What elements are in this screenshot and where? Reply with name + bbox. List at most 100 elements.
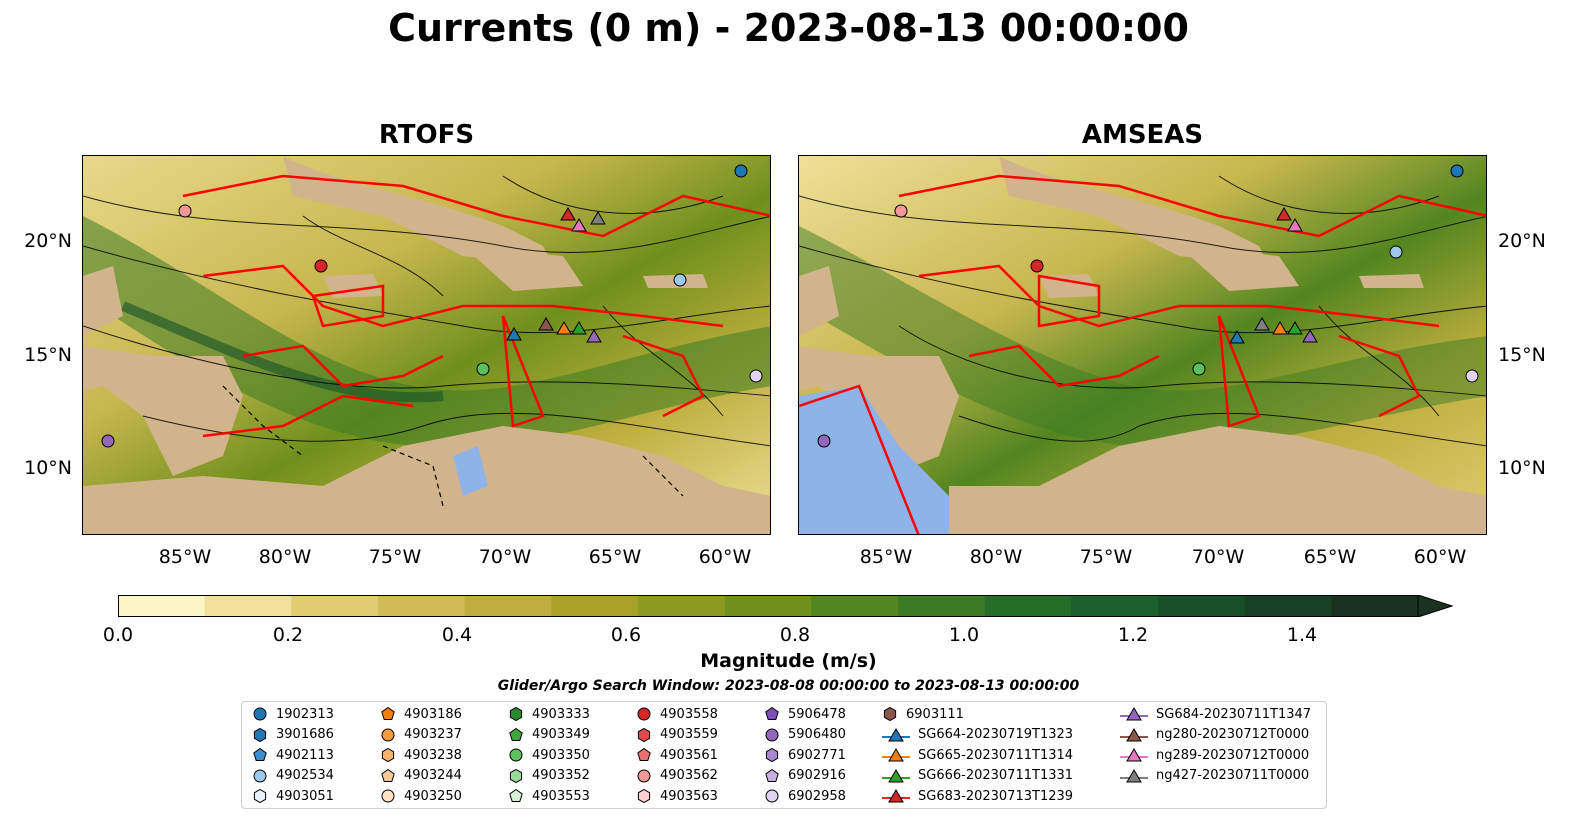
legend-item-label: 5906478 bbox=[788, 706, 846, 722]
colorbar-outline bbox=[118, 595, 1419, 617]
legend-item-label: 4903352 bbox=[532, 768, 590, 783]
legend-item-label: 4903553 bbox=[532, 788, 590, 804]
colorbar-graphic bbox=[118, 594, 1454, 618]
legend-item: ng427-20230711T0000 bbox=[1120, 766, 1309, 786]
lon-label-75w-right: 75°W bbox=[1079, 546, 1133, 568]
colorbar-segment bbox=[724, 595, 812, 617]
colorbar-segment bbox=[378, 595, 466, 617]
colorbar-segment bbox=[1071, 595, 1159, 617]
legend-item-label: SG664-20230719T1323 bbox=[918, 727, 1074, 742]
legend-item-label: 4903562 bbox=[660, 768, 718, 783]
panel-title-rtofs: RTOFS bbox=[378, 120, 475, 150]
figure-title: Currents (0 m) - 2023-08-13 00:00:00 bbox=[388, 6, 1189, 50]
legend-item: SG665-20230711T1314 bbox=[882, 745, 1073, 765]
search-window-text: Glider/Argo Search Window: 2023-08-08 00… bbox=[497, 678, 1080, 694]
colorbar-segment bbox=[291, 595, 379, 617]
legend-marker-icon bbox=[1120, 768, 1148, 782]
legend-item-label: 5906480 bbox=[788, 727, 846, 742]
legend-item-label: 3901686 bbox=[276, 727, 334, 742]
colorbar-tick: 0.8 bbox=[779, 624, 811, 646]
colorbar bbox=[118, 594, 1454, 618]
legend-item-label: ng280-20230712T0000 bbox=[1156, 727, 1310, 742]
legend-item: 3901686 bbox=[252, 725, 334, 745]
legend-item: SG666-20230711T1331 bbox=[882, 766, 1073, 786]
legend-item-label: 4902113 bbox=[276, 747, 334, 763]
legend-marker-icon bbox=[253, 727, 267, 742]
legend-item: 4902534 bbox=[252, 766, 334, 786]
legend-item-label: ng427-20230711T0000 bbox=[1156, 768, 1310, 783]
legend-marker-icon bbox=[765, 728, 779, 741]
lat-label-20n-right: 20°N bbox=[1498, 230, 1546, 252]
legend-item: 6902958 bbox=[764, 786, 846, 806]
legend-marker-icon bbox=[637, 788, 651, 804]
colorbar-segment bbox=[204, 595, 292, 617]
lon-label-75w-left: 75°W bbox=[368, 546, 422, 568]
legend-item: 4903051 bbox=[252, 786, 334, 806]
legend-item: 6903111 bbox=[882, 704, 964, 724]
colorbar-tick: 0.4 bbox=[441, 624, 473, 646]
colorbar-segment bbox=[1331, 595, 1419, 617]
legend-item: 4903333 bbox=[508, 704, 590, 724]
legend-marker-icon bbox=[1120, 707, 1148, 721]
legend-marker-icon bbox=[381, 706, 395, 720]
legend-item: 4903349 bbox=[508, 725, 590, 745]
legend-item: 1902313 bbox=[252, 704, 334, 724]
colorbar-segment bbox=[118, 595, 206, 617]
legend-marker-icon bbox=[883, 706, 897, 722]
legend-item: ng289-20230712T0000 bbox=[1120, 745, 1309, 765]
legend-marker-icon bbox=[509, 768, 523, 783]
legend-marker-icon bbox=[381, 768, 395, 782]
legend-item: 4903350 bbox=[508, 745, 590, 765]
legend-item-label: 4903333 bbox=[532, 706, 590, 722]
colorbar-tick: 1.0 bbox=[948, 624, 980, 646]
legend-item-label: 6902958 bbox=[788, 788, 846, 804]
legend-marker-icon bbox=[637, 747, 651, 761]
legend-marker-icon bbox=[882, 789, 910, 803]
legend-marker-icon bbox=[637, 707, 651, 721]
amseas-map-graphic bbox=[799, 156, 1486, 534]
legend-item: 5906480 bbox=[764, 725, 846, 745]
legend-marker-icon bbox=[765, 789, 779, 803]
legend: 1902313 3901686 4902113 4902534 4903051 49031… bbox=[241, 701, 1327, 809]
legend-item-label: 4903250 bbox=[404, 788, 462, 804]
legend-item-label: 4903237 bbox=[404, 727, 462, 742]
map-panel-rtofs bbox=[82, 155, 771, 535]
legend-item: 4902113 bbox=[252, 745, 334, 765]
legend-marker-icon bbox=[765, 706, 779, 720]
colorbar-tick: 0.0 bbox=[102, 624, 134, 646]
lon-label-70w-right: 70°W bbox=[1191, 546, 1245, 568]
legend-item: SG683-20230713T1239 bbox=[882, 786, 1073, 806]
legend-marker-icon bbox=[765, 768, 779, 782]
legend-item: 4903553 bbox=[508, 786, 590, 806]
legend-marker-icon bbox=[882, 727, 910, 741]
colorbar-segment bbox=[638, 595, 726, 617]
lon-label-70w-left: 70°W bbox=[478, 546, 532, 568]
legend-item: 4903562 bbox=[636, 766, 718, 786]
legend-item-label: 6903111 bbox=[906, 706, 964, 722]
legend-item: 4903352 bbox=[508, 766, 590, 786]
legend-marker-icon bbox=[882, 768, 910, 782]
legend-marker-icon bbox=[509, 706, 523, 722]
legend-item: SG664-20230719T1323 bbox=[882, 725, 1073, 745]
colorbar-extend-arrow bbox=[1417, 594, 1454, 618]
legend-item-label: SG665-20230711T1314 bbox=[918, 747, 1074, 763]
legend-marker-icon bbox=[509, 748, 523, 762]
legend-item-label: ng289-20230712T0000 bbox=[1156, 747, 1310, 763]
legend-item: 4903250 bbox=[380, 786, 462, 806]
lon-label-85w-right: 85°W bbox=[859, 546, 913, 568]
legend-item-label: 4903349 bbox=[532, 727, 590, 742]
legend-item-label: 6902771 bbox=[788, 747, 846, 763]
lon-label-80w-right: 80°W bbox=[969, 546, 1023, 568]
colorbar-tick: 0.2 bbox=[272, 624, 304, 646]
colorbar-label: Magnitude (m/s) bbox=[700, 650, 877, 672]
lat-label-10n-left: 10°N bbox=[24, 457, 72, 479]
legend-marker-icon bbox=[253, 707, 267, 721]
legend-item-label: SG683-20230713T1239 bbox=[918, 788, 1074, 804]
legend-item: 4903186 bbox=[380, 704, 462, 724]
legend-item: 5906478 bbox=[764, 704, 846, 724]
legend-item: 4903563 bbox=[636, 786, 718, 806]
colorbar-tick: 1.2 bbox=[1117, 624, 1149, 646]
legend-marker-icon bbox=[253, 769, 267, 782]
lon-label-65w-left: 65°W bbox=[588, 546, 642, 568]
legend-marker-icon bbox=[509, 727, 523, 741]
